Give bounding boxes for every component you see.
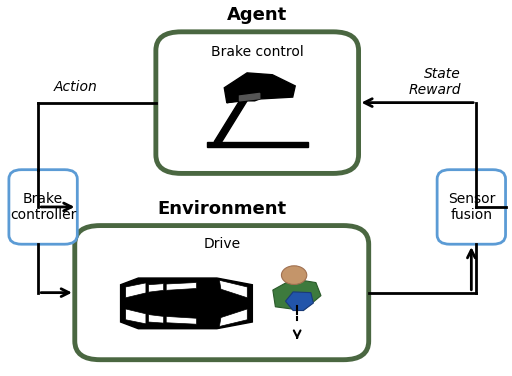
- FancyBboxPatch shape: [437, 170, 505, 244]
- FancyBboxPatch shape: [9, 170, 77, 244]
- Polygon shape: [121, 278, 252, 329]
- Polygon shape: [125, 309, 146, 324]
- Polygon shape: [166, 282, 197, 290]
- Text: State
Reward: State Reward: [409, 67, 461, 97]
- Polygon shape: [125, 283, 146, 298]
- Polygon shape: [214, 101, 247, 142]
- Polygon shape: [148, 315, 164, 323]
- FancyBboxPatch shape: [75, 226, 369, 360]
- Polygon shape: [273, 279, 321, 311]
- Polygon shape: [148, 284, 164, 292]
- FancyBboxPatch shape: [156, 32, 358, 173]
- Polygon shape: [224, 73, 295, 103]
- Polygon shape: [286, 292, 313, 311]
- Circle shape: [282, 266, 307, 284]
- Polygon shape: [240, 93, 260, 101]
- Text: Brake control: Brake control: [211, 45, 304, 59]
- Text: Environment: Environment: [157, 200, 286, 218]
- Polygon shape: [166, 317, 197, 324]
- Text: Action: Action: [53, 80, 97, 94]
- Text: Brake
controller: Brake controller: [10, 192, 76, 222]
- Polygon shape: [220, 309, 247, 326]
- Polygon shape: [206, 142, 308, 147]
- Polygon shape: [220, 280, 247, 298]
- Text: Sensor
fusion: Sensor fusion: [447, 192, 495, 222]
- Text: Agent: Agent: [227, 6, 287, 24]
- Text: Drive: Drive: [203, 238, 240, 252]
- Polygon shape: [227, 88, 262, 103]
